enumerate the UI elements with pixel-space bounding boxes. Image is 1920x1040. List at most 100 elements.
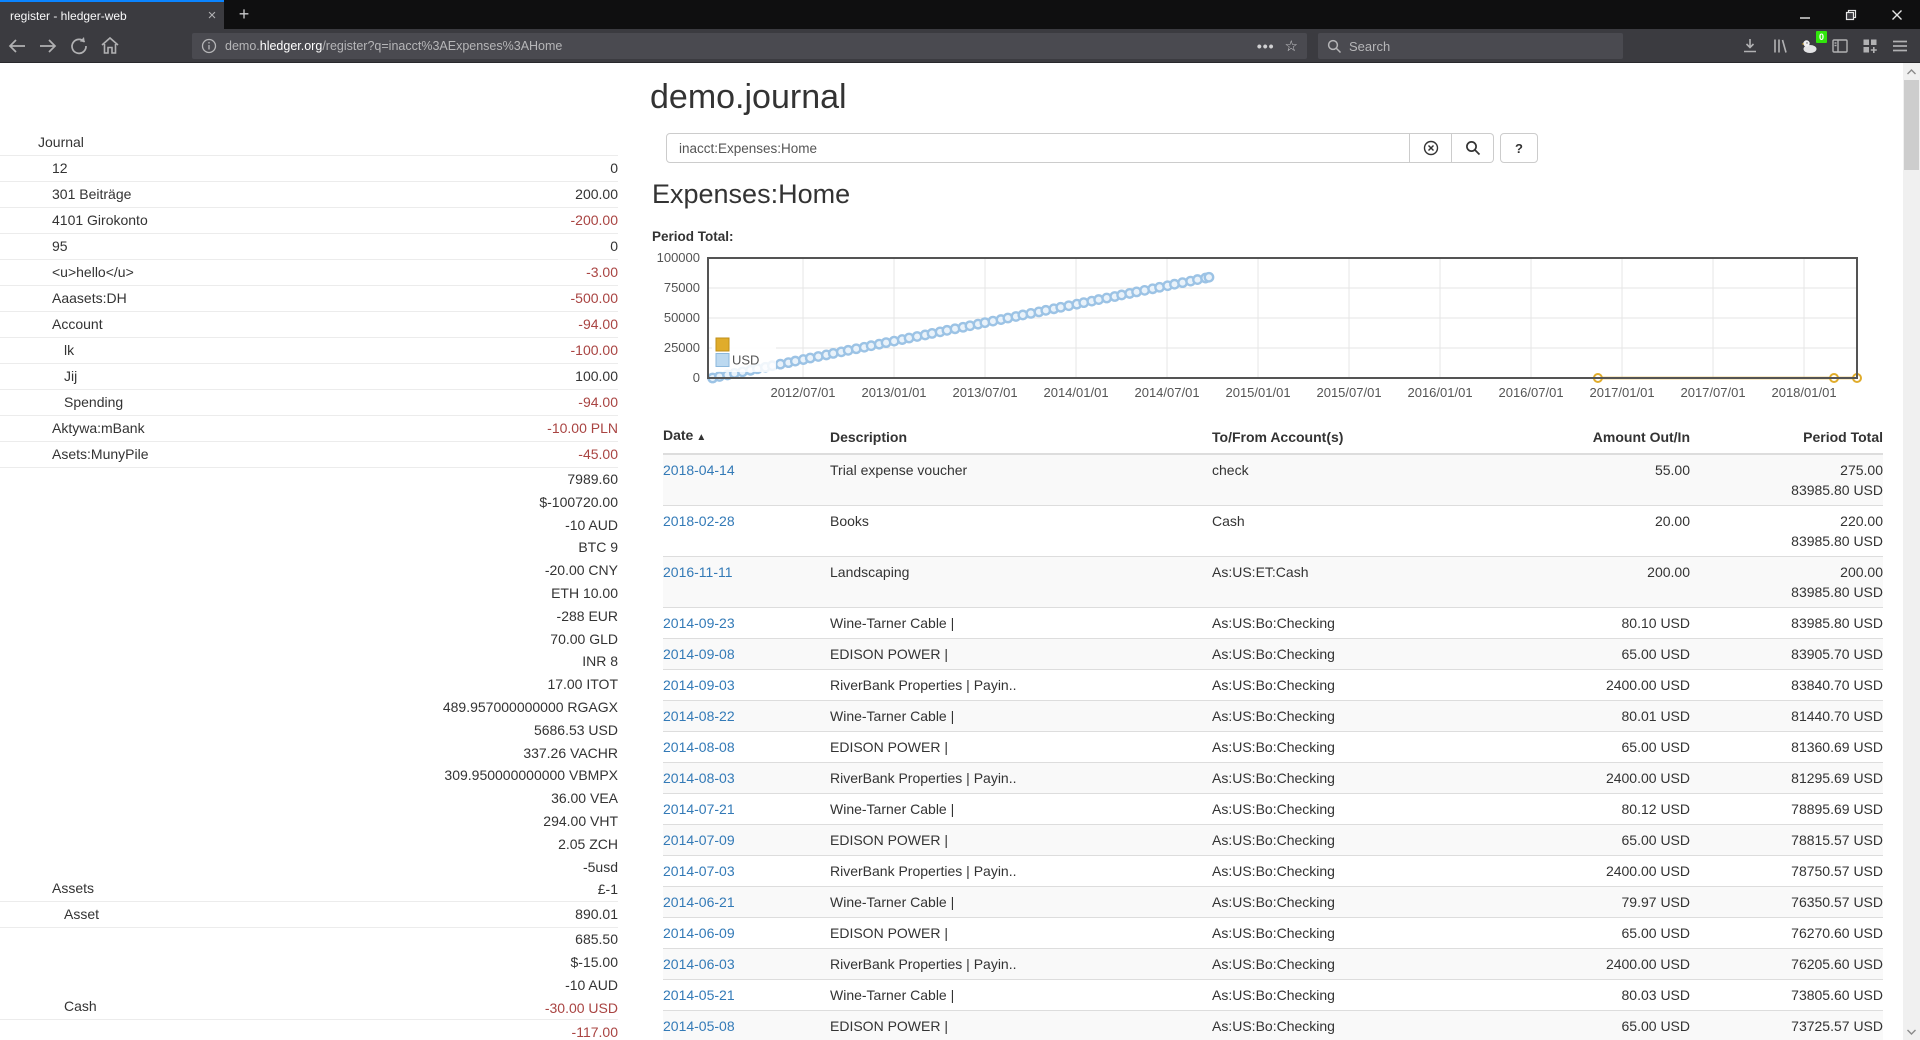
browser-tab[interactable]: register - hledger-web ×	[0, 0, 224, 29]
account-balance: -3.00	[586, 264, 618, 280]
transaction-date-link[interactable]: 2014-06-21	[663, 894, 735, 910]
extension-button[interactable]: 0	[1795, 31, 1827, 60]
transaction-date-link[interactable]: 2014-07-21	[663, 801, 735, 817]
transaction-period-total: 78815.57 USD	[1791, 832, 1883, 848]
account-balance: -100.00	[570, 342, 618, 358]
sidebar-account-row: Spending -94.00	[0, 390, 618, 416]
transaction-date-link[interactable]: 2018-02-28	[663, 513, 735, 529]
account-link[interactable]: Aktywa:mBank	[52, 420, 145, 436]
scrollbar-thumb[interactable]	[1904, 80, 1919, 170]
transaction-account: As:US:Bo:Checking	[1212, 646, 1335, 662]
account-link[interactable]: Assets	[52, 880, 95, 897]
transaction-date-link[interactable]: 2014-08-22	[663, 708, 735, 724]
query-input[interactable]	[666, 133, 1410, 163]
account-link[interactable]: Aaasets:DH	[52, 290, 127, 306]
transaction-amount: 2400.00 USD	[1605, 677, 1690, 693]
transaction-date-link[interactable]: 2014-09-08	[663, 646, 735, 662]
transaction-amount: 55.00	[1654, 462, 1690, 478]
col-header-period-total: Period Total	[1690, 420, 1883, 455]
transaction-period-total: 275.00 83985.80 USD	[1791, 462, 1883, 498]
back-icon	[8, 38, 25, 53]
period-total-chart[interactable]: USD 0 25000 50000 75000 100000 2012/07/01 2013/…	[640, 250, 1885, 415]
sidebar-account-row: Jij 100.00	[0, 364, 618, 390]
window-minimize-button[interactable]	[1782, 0, 1828, 29]
clear-query-button[interactable]	[1410, 133, 1452, 163]
account-link[interactable]: 12	[52, 160, 68, 176]
transaction-amount: 2400.00 USD	[1605, 863, 1690, 879]
page-content: Journal 12 0 301 Beiträge 200.00 4101 Giroko…	[0, 63, 1920, 1040]
scroll-up-icon[interactable]	[1903, 63, 1920, 80]
forward-button[interactable]	[33, 33, 62, 59]
account-link[interactable]: lk	[64, 342, 75, 358]
downloads-button[interactable]	[1735, 32, 1765, 60]
transaction-date-link[interactable]: 2018-04-14	[663, 462, 735, 478]
account-link[interactable]: Cash	[64, 998, 97, 1015]
transaction-date-link[interactable]: 2014-07-09	[663, 832, 735, 848]
x-axis-label: 2013/01/01	[861, 385, 926, 400]
account-balance: 0	[610, 238, 618, 254]
library-button[interactable]	[1765, 32, 1795, 60]
transaction-period-total: 76205.60 USD	[1791, 956, 1883, 972]
transaction-account: As:US:Bo:Checking	[1212, 987, 1335, 1003]
transaction-date-link[interactable]: 2014-09-03	[663, 677, 735, 693]
y-axis-label: 100000	[657, 250, 700, 265]
account-balance: -200.00	[570, 212, 618, 228]
transaction-date-link[interactable]: 2014-07-03	[663, 863, 735, 879]
transaction-period-total: 78895.69 USD	[1791, 801, 1883, 817]
y-axis-label: 75000	[664, 280, 700, 295]
scroll-down-icon[interactable]	[1903, 1023, 1920, 1040]
account-link[interactable]: 4101 Girokonto	[52, 212, 148, 228]
search-submit-button[interactable]	[1452, 133, 1494, 163]
account-link[interactable]: Jij	[64, 368, 78, 384]
register-row: 2014-05-21 Wine-Tarner Cable | As:US:Bo:Ch…	[663, 979, 1883, 1011]
back-button[interactable]	[2, 33, 31, 59]
home-button[interactable]	[95, 33, 124, 59]
transaction-date-link[interactable]: 2014-08-03	[663, 770, 735, 786]
x-axis-label: 2017/01/01	[1589, 385, 1654, 400]
url-text: demo.hledger.org/register?q=inacct%3AExp…	[225, 39, 563, 53]
transaction-description: RiverBank Properties | Payin..	[830, 956, 1017, 972]
account-link[interactable]: 95	[52, 238, 68, 254]
extensions-grid-button[interactable]	[1855, 32, 1885, 60]
page-scrollbar[interactable]	[1903, 63, 1920, 1040]
x-axis-label: 2012/07/01	[770, 385, 835, 400]
browser-search-box[interactable]: Search	[1318, 33, 1623, 59]
window-restore-button[interactable]	[1828, 0, 1874, 29]
tab-close-icon[interactable]: ×	[207, 7, 217, 24]
site-info-icon[interactable]	[201, 38, 217, 54]
reload-button[interactable]	[64, 33, 93, 59]
col-header-account: To/From Account(s)	[1212, 420, 1555, 455]
account-link[interactable]: <u>hello</u>	[52, 264, 134, 280]
transaction-date-link[interactable]: 2014-05-08	[663, 1018, 735, 1034]
transaction-date-link[interactable]: 2014-08-08	[663, 739, 735, 755]
bookmark-star-icon[interactable]: ☆	[1284, 38, 1298, 55]
col-header-date[interactable]: Date ▲	[663, 420, 830, 455]
account-balance: -94.00	[578, 316, 618, 332]
transaction-date-link[interactable]: 2014-06-03	[663, 956, 735, 972]
transaction-description: Wine-Tarner Cable |	[830, 801, 955, 817]
page-actions-icon[interactable]: •••	[1256, 38, 1275, 54]
account-balance: -10.00 PLN	[547, 420, 618, 436]
transaction-date-link[interactable]: 2014-09-23	[663, 615, 735, 631]
account-link[interactable]: Account	[52, 316, 103, 332]
sidebar-account-row: Aktywa:mBank -10.00 PLN	[0, 416, 618, 442]
journal-link[interactable]: Journal	[38, 134, 84, 150]
transaction-date-link[interactable]: 2016-11-11	[663, 564, 733, 580]
account-link[interactable]: Asets:MunyPile	[52, 446, 149, 462]
new-tab-button[interactable]: +	[238, 4, 250, 24]
sidebar-account-row: Account -94.00	[0, 312, 618, 338]
transaction-date-link[interactable]: 2014-06-09	[663, 925, 735, 941]
transaction-description: RiverBank Properties | Payin..	[830, 770, 1017, 786]
duck-extension-icon	[1801, 40, 1817, 53]
window-close-button[interactable]	[1874, 0, 1920, 29]
account-link[interactable]: Asset	[64, 906, 100, 923]
help-button[interactable]: ?	[1500, 133, 1538, 163]
library-icon	[1774, 39, 1787, 53]
account-link[interactable]: Spending	[64, 394, 124, 410]
account-balance: -500.00	[570, 290, 618, 306]
menu-button[interactable]	[1885, 32, 1915, 60]
transaction-date-link[interactable]: 2014-05-21	[663, 987, 735, 1003]
sidebars-button[interactable]	[1825, 32, 1855, 60]
account-link[interactable]: 301 Beiträge	[52, 186, 132, 202]
url-bar[interactable]: demo.hledger.org/register?q=inacct%3AExp…	[192, 33, 1307, 59]
